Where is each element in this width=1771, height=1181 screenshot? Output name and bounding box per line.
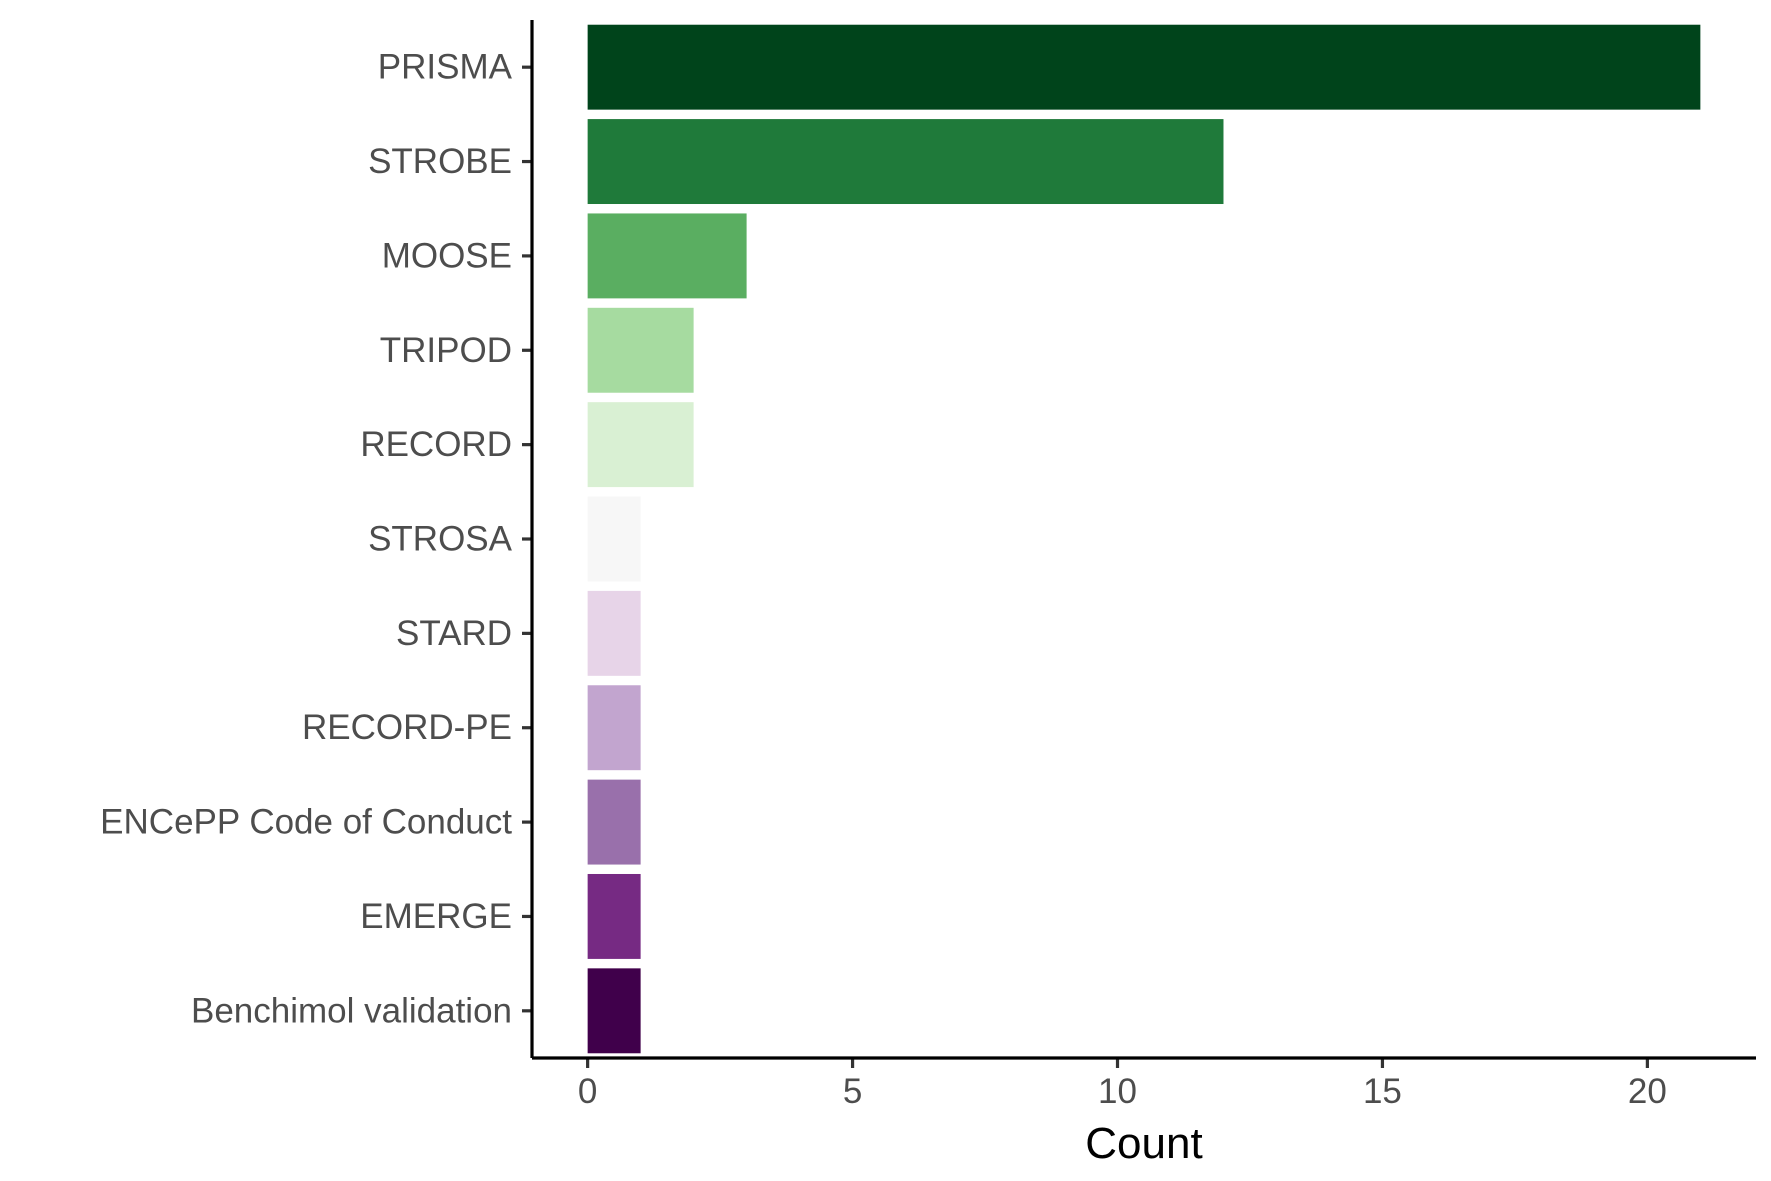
y-tick-label: MOOSE [382,236,512,275]
y-tick-label: RECORD-PE [302,708,512,747]
bar-tripod [587,307,694,393]
x-tick-label: 10 [1098,1072,1137,1111]
bar-strosa [587,496,641,582]
y-tick-label: Benchimol validation [191,991,512,1030]
y-tick-label: TRIPOD [380,331,512,370]
bar-strobe [587,119,1224,205]
bar-record-pe [587,685,641,771]
bar-benchimol-validation [587,968,641,1054]
y-tick-label: EMERGE [360,897,512,936]
bar-prisma [587,24,1701,110]
bar-emerge [587,873,641,959]
x-axis-ticks: 0 5 10 15 20 [578,1058,1667,1111]
y-tick-label: STROSA [368,520,513,559]
y-tick-label: PRISMA [378,48,513,87]
x-tick-label: 0 [578,1072,597,1111]
bar-stard [587,590,641,676]
bar-encepp-code-of-conduct [587,779,641,865]
y-tick-label: STROBE [368,142,512,181]
y-tick-label: RECORD [360,425,512,464]
x-tick-label: 15 [1363,1072,1402,1111]
bars-layer [587,24,1701,1054]
x-tick-label: 20 [1628,1072,1667,1111]
bar-record [587,402,694,488]
x-axis-title: Count [1085,1119,1202,1168]
y-tick-label: STARD [396,614,512,653]
x-tick-label: 5 [843,1072,862,1111]
y-tick-label: ENCePP Code of Conduct [100,803,512,842]
bar-moose [587,213,747,299]
y-axis-ticks: PRISMA STROBE MOOSE TRIPOD RECORD STROSA STARD… [100,48,532,1030]
